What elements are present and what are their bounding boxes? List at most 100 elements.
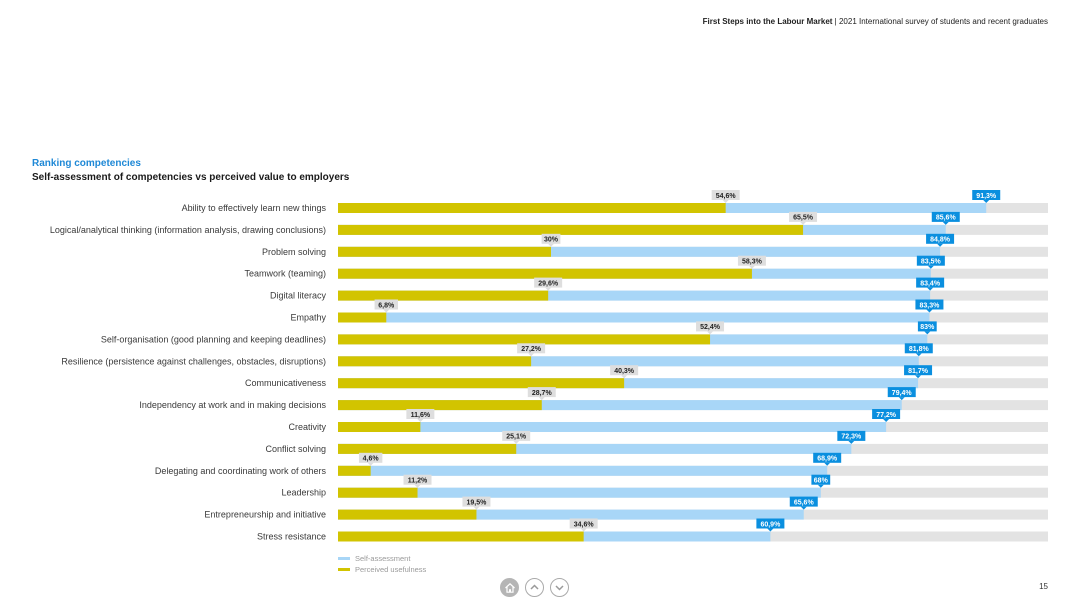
self-label-pointer-7 xyxy=(924,331,931,335)
self-label-pointer-12 xyxy=(848,440,855,444)
perceived-label-pointer-13 xyxy=(367,462,374,466)
perceived-label-pointer-16 xyxy=(580,528,587,532)
self-assessment-bar-10 xyxy=(338,400,902,411)
perceived-label-pointer-15 xyxy=(473,506,480,510)
self-assessment-bar-12 xyxy=(338,443,852,454)
perceived-label-5: 29,6% xyxy=(538,280,559,287)
self-label-14: 68% xyxy=(814,478,829,485)
category-label-5: Digital literacy xyxy=(270,291,327,301)
self-label-box-1 xyxy=(972,190,1001,200)
perceived-label-box-8 xyxy=(517,343,546,354)
legend-label-perceived: Perceived usefulness xyxy=(355,565,427,574)
perceived-label-1: 54,6% xyxy=(716,193,737,200)
self-label-11: 77,2% xyxy=(876,412,897,419)
self-assessment-bar-6 xyxy=(338,312,930,323)
header-separator: | xyxy=(832,17,839,26)
perceived-usefulness-bar-15 xyxy=(338,509,477,520)
perceived-usefulness-bar-5 xyxy=(338,290,549,301)
perceived-usefulness-bar-13 xyxy=(338,465,371,476)
perceived-label-pointer-8 xyxy=(528,353,535,357)
perceived-usefulness-bar-12 xyxy=(338,443,517,454)
perceived-label-6: 6,8% xyxy=(378,302,395,309)
chart-title: Ranking competencies xyxy=(32,158,141,169)
self-label-pointer-15 xyxy=(800,506,807,510)
perceived-label-pointer-12 xyxy=(513,440,520,444)
perceived-label-8: 27,2% xyxy=(521,346,542,353)
category-label-4: Teamwork (teaming) xyxy=(244,269,326,279)
category-label-8: Resilience (persistence against challeng… xyxy=(61,356,326,366)
perceived-label-box-16 xyxy=(569,518,598,529)
perceived-label-7: 52,4% xyxy=(700,324,721,331)
self-assessment-bar-11 xyxy=(338,422,887,432)
perceived-label-box-13 xyxy=(358,452,383,463)
perceived-label-box-11 xyxy=(406,409,435,419)
perceived-label-pointer-3 xyxy=(548,243,554,247)
perceived-usefulness-bar-11 xyxy=(338,422,421,432)
self-label-13: 68,9% xyxy=(817,456,838,463)
self-label-pointer-9 xyxy=(915,375,922,379)
self-assessment-bar-3 xyxy=(338,246,941,257)
perceived-label-box-1 xyxy=(711,190,740,200)
self-label-16: 60,9% xyxy=(760,521,781,528)
category-label-13: Delegating and coordinating work of othe… xyxy=(155,466,327,476)
perceived-usefulness-bar-4 xyxy=(338,268,752,279)
self-assessment-bar-13 xyxy=(338,465,828,476)
next-page-button[interactable] xyxy=(550,578,569,597)
chart-legend: Self-assessment Perceived usefulness xyxy=(338,553,426,575)
self-label-box-16 xyxy=(756,518,785,529)
perceived-label-14: 11,2% xyxy=(408,478,428,485)
self-label-12: 72,3% xyxy=(841,434,862,441)
perceived-label-pointer-2 xyxy=(800,221,807,225)
category-label-12: Conflict solving xyxy=(265,444,326,454)
legend-label-self: Self-assessment xyxy=(355,554,411,563)
perceived-label-box-6 xyxy=(374,299,398,310)
self-label-7: 83% xyxy=(920,324,935,331)
chevron-up-icon xyxy=(530,584,539,590)
perceived-usefulness-bar-14 xyxy=(338,487,418,498)
self-label-pointer-2 xyxy=(942,221,949,225)
previous-page-button[interactable] xyxy=(525,578,544,597)
self-assessment-bar-14 xyxy=(338,487,821,498)
self-label-9: 81,7% xyxy=(908,368,929,375)
perceived-label-pointer-11 xyxy=(417,419,424,422)
perceived-label-box-10 xyxy=(527,387,556,398)
perceived-usefulness-bar-10 xyxy=(338,400,542,411)
self-label-box-9 xyxy=(904,365,933,376)
self-label-box-11 xyxy=(872,409,901,419)
perceived-label-10: 28,7% xyxy=(532,390,553,397)
report-subtitle: 2021 International survey of students an… xyxy=(838,17,1048,26)
legend-swatch-perceived xyxy=(338,568,350,571)
perceived-label-box-5 xyxy=(534,277,563,288)
self-label-box-2 xyxy=(931,211,960,222)
self-label-box-7 xyxy=(917,321,937,332)
self-label-6: 83,3% xyxy=(920,302,941,309)
page-number: 15 xyxy=(1039,582,1048,591)
self-label-3: 84,8% xyxy=(930,237,951,244)
perceived-label-box-12 xyxy=(502,430,531,441)
perceived-label-box-15 xyxy=(462,496,491,507)
perceived-label-box-4 xyxy=(737,255,766,266)
category-label-9: Communicativeness xyxy=(245,378,327,388)
perceived-label-pointer-10 xyxy=(538,397,545,401)
legend-item-self: Self-assessment xyxy=(338,553,426,564)
perceived-label-pointer-14 xyxy=(414,484,421,488)
perceived-usefulness-bar-7 xyxy=(338,334,711,345)
category-label-2: Logical/analytical thinking (information… xyxy=(50,225,326,235)
self-label-pointer-11 xyxy=(883,419,890,422)
perceived-label-pointer-4 xyxy=(748,265,755,269)
category-label-14: Leadership xyxy=(281,488,326,498)
self-label-box-14 xyxy=(811,474,831,485)
self-label-pointer-1 xyxy=(983,200,990,203)
self-assessment-bar-8 xyxy=(338,356,919,367)
home-button[interactable] xyxy=(500,578,519,597)
self-label-pointer-16 xyxy=(767,528,774,532)
perceived-usefulness-bar-9 xyxy=(338,378,625,389)
perceived-label-3: 30% xyxy=(544,237,559,244)
self-label-pointer-8 xyxy=(915,353,922,357)
category-label-15: Entrepreneurship and initiative xyxy=(204,510,326,520)
self-label-4: 83,5% xyxy=(921,259,942,266)
category-label-1: Ability to effectively learn new things xyxy=(182,203,327,213)
perceived-label-box-9 xyxy=(610,365,639,376)
self-label-15: 65,6% xyxy=(794,499,815,506)
perceived-label-pointer-5 xyxy=(545,287,552,291)
